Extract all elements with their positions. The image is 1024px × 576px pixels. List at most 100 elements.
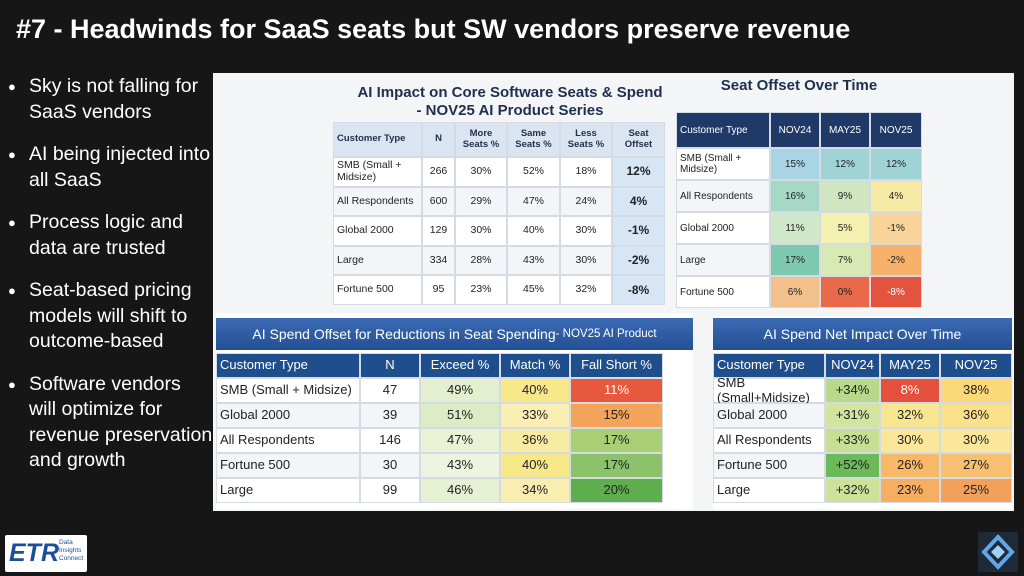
column-header: Customer Type [216, 353, 360, 378]
table-cell: 12% [870, 148, 922, 180]
table-cell: 18% [560, 157, 612, 187]
table-cell: 28% [455, 245, 507, 276]
table-cell: 4% [870, 180, 922, 212]
table-cell: 30% [455, 216, 507, 246]
table-cell: 15% [770, 148, 820, 180]
table-cell: SMB (Small + Midsize) [216, 378, 360, 403]
table-cell: Global 2000 [333, 216, 422, 246]
table-cell: +33% [825, 428, 880, 453]
table-cell: 11% [770, 212, 820, 244]
table-cell: 40% [500, 453, 570, 478]
table-cell: 40% [507, 216, 560, 246]
table-cell: 17% [770, 244, 820, 276]
table-cell: +34% [825, 378, 880, 403]
table-cell: -1% [870, 212, 922, 244]
table-cell: 600 [422, 186, 455, 217]
column-header: Customer Type [676, 112, 770, 148]
table-cell: 52% [507, 157, 560, 187]
table-cell: 95 [422, 275, 455, 305]
table-cell: Global 2000 [676, 212, 770, 244]
table-cell: 33% [500, 403, 570, 428]
table-cell: 17% [570, 453, 663, 478]
table-cell: Large [676, 244, 770, 276]
table-cell: 45% [507, 275, 560, 305]
table-cell: Fortune 500 [216, 453, 360, 478]
table-cell: Global 2000 [216, 403, 360, 428]
table-cell: 129 [422, 216, 455, 246]
table-cell: 23% [880, 478, 940, 503]
table-cell: SMB (Small+Midsize) [713, 376, 825, 404]
table-cell: 39 [360, 403, 420, 428]
table-cell: +52% [825, 453, 880, 478]
table-cell: 30% [940, 428, 1012, 453]
table-cell: 266 [422, 157, 455, 187]
column-header: N [422, 122, 455, 157]
column-header: MAY25 [880, 353, 940, 378]
table-cell: 32% [560, 275, 612, 305]
table-cell: -2% [612, 245, 665, 276]
title-note: - NOV25 AI Product [555, 328, 657, 340]
table-cell: 43% [507, 245, 560, 276]
table-cell: 146 [360, 428, 420, 453]
table-cell: -8% [612, 275, 665, 305]
table-cell: 43% [420, 453, 500, 478]
bullet: AI being injected into all SaaS [8, 142, 213, 193]
table-cell: 36% [500, 428, 570, 453]
table-cell: 12% [820, 148, 870, 180]
table-cell: 36% [940, 403, 1012, 428]
logo-tagline: Data Insights Connect [59, 539, 83, 563]
column-header: More Seats % [455, 122, 507, 157]
column-header: Match % [500, 353, 570, 378]
bullet: Process logic and data are trusted [8, 210, 213, 261]
table-cell: Large [216, 478, 360, 503]
tagline-word: Connect [59, 555, 84, 562]
table-cell: 16% [770, 180, 820, 212]
icon-shape [991, 545, 1005, 559]
table-cell: 29% [455, 186, 507, 217]
table-cell: 0% [820, 276, 870, 308]
table-cell: 334 [422, 245, 455, 276]
corner-icon [978, 532, 1018, 572]
table-cell: SMB (Small + Midsize) [333, 157, 422, 187]
table-cell: 8% [880, 378, 940, 403]
column-header: Customer Type [333, 122, 422, 157]
table-cell: 34% [500, 478, 570, 503]
bullet: Sky is not falling for SaaS vendors [8, 74, 213, 125]
table-cell: 26% [880, 453, 940, 478]
bullet-list: Sky is not falling for SaaS vendors AI b… [8, 74, 213, 491]
table-cell: 4% [612, 186, 665, 217]
table-cell: 40% [500, 378, 570, 403]
table-cell: 7% [820, 244, 870, 276]
icon-shape [981, 534, 1015, 570]
column-header: NOV25 [940, 353, 1012, 378]
column-header: NOV25 [870, 112, 922, 148]
table-cell: 11% [570, 378, 663, 403]
table-cell: 51% [420, 403, 500, 428]
table-cell: 24% [560, 186, 612, 217]
logo: ETR Data Insights Connect [5, 535, 87, 572]
table-cell: 20% [570, 478, 663, 503]
table-cell: 46% [420, 478, 500, 503]
column-header: NOV24 [825, 353, 880, 378]
table-cell: SMB (Small + Midsize) [676, 148, 770, 180]
table-cell: Fortune 500 [713, 453, 825, 478]
slide-title: #7 - Headwinds for SaaS seats but SW ven… [16, 14, 851, 44]
bullet: Seat-based pricing models will shift to … [8, 278, 213, 355]
title-line: AI Impact on Core Software Seats & Spend [357, 84, 663, 101]
table-title-bar: AI Spend Net Impact Over Time [713, 318, 1012, 350]
table-cell: 30% [880, 428, 940, 453]
table-cell: Fortune 500 [333, 275, 422, 305]
table-cell: Global 2000 [713, 403, 825, 428]
title-line: - NOV25 AI Product Series [416, 102, 604, 119]
table-cell: 30 [360, 453, 420, 478]
table-title-bar: AI Spend Offset for Reductions in Seat S… [216, 318, 693, 350]
table-cell: 12% [612, 157, 665, 187]
table-cell: All Respondents [216, 428, 360, 453]
table-cell: 17% [570, 428, 663, 453]
table-cell: 15% [570, 403, 663, 428]
column-header: Exceed % [420, 353, 500, 378]
column-header: N [360, 353, 420, 378]
table-cell: 49% [420, 378, 500, 403]
tagline-word: Data [59, 539, 73, 546]
